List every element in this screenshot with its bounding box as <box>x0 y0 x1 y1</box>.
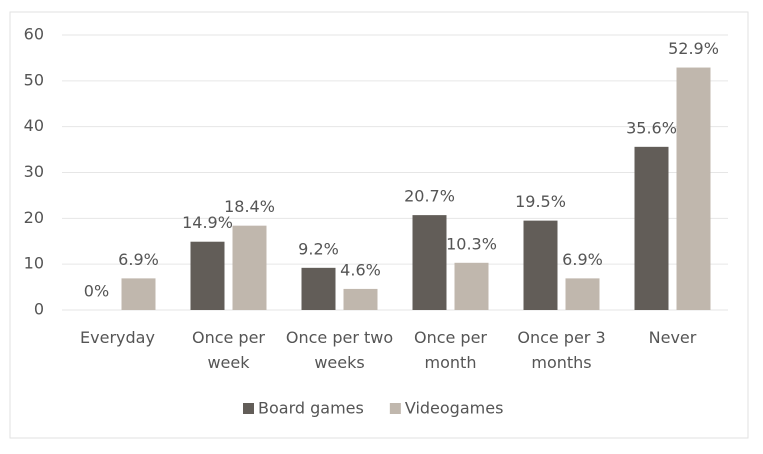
bar <box>454 262 489 310</box>
y-tick-label: 30 <box>24 162 44 181</box>
x-tick-label: Once per two weeks <box>285 328 394 372</box>
bar <box>523 220 558 310</box>
x-tick-label: Once per 3 months <box>517 328 606 372</box>
bar <box>676 67 711 311</box>
legend-swatch <box>389 403 401 414</box>
bar <box>301 267 336 310</box>
value-label: 6.9% <box>118 250 159 269</box>
y-tick-label: 50 <box>24 70 44 89</box>
y-tick-label: 40 <box>24 116 44 135</box>
legend-label: Board games <box>258 399 364 418</box>
y-tick-label: 20 <box>24 208 44 227</box>
legend-label: Videogames <box>405 399 504 418</box>
bar <box>634 146 669 310</box>
value-label: 35.6% <box>626 118 677 137</box>
value-label: 14.9% <box>182 213 233 232</box>
bar <box>190 241 225 310</box>
value-label: 18.4% <box>224 197 275 216</box>
value-label: 0% <box>84 282 109 301</box>
bar <box>412 215 447 310</box>
bar <box>121 278 156 310</box>
chart-frame <box>9 11 749 439</box>
value-label: 52.9% <box>668 39 719 58</box>
x-tick-label: Everyday <box>80 328 155 347</box>
value-label: 20.7% <box>404 187 455 206</box>
x-tick-label: Never <box>648 328 697 347</box>
bar <box>343 288 378 310</box>
x-tick-label: Once per week <box>191 328 266 372</box>
value-label: 19.5% <box>515 192 566 211</box>
value-label: 4.6% <box>340 260 381 279</box>
y-tick-label: 0 <box>34 300 44 319</box>
bar <box>565 278 600 310</box>
legend-swatch <box>243 403 254 414</box>
x-tick-label: Once per month <box>413 328 488 372</box>
y-tick-label: 60 <box>24 25 44 44</box>
value-label: 10.3% <box>446 234 497 253</box>
bar <box>232 225 267 310</box>
y-tick-label: 10 <box>24 254 44 273</box>
value-label: 6.9% <box>562 250 603 269</box>
value-label: 9.2% <box>298 239 339 258</box>
